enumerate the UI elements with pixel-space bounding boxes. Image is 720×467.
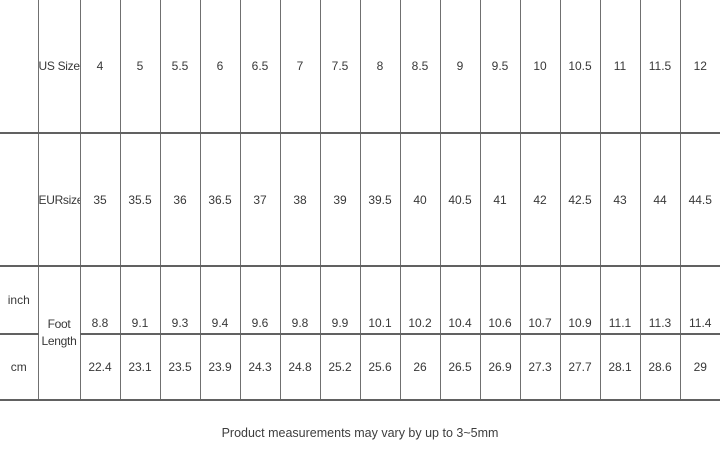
us-size-row: US Size 4 5 5.5 6 6.5 7 7.5 8 8.5 9 9.5 … [0,0,720,134]
inch-value-cell: 10.4 [440,266,481,335]
us-size-value-cell: 5.5 [160,0,201,134]
inch-value-cell: 10.2 [400,266,441,335]
cm-value-cell: 27.7 [560,334,601,401]
cm-value-cell: 26 [400,334,441,401]
eur-size-value-cell: 44 [640,133,681,267]
inch-value-cell: 11.3 [640,266,681,335]
cm-value-cell: 24.3 [240,334,281,401]
us-size-value-cell: 7.5 [320,0,361,134]
foot-length-label: Foot Length [38,266,81,401]
eur-size-row: EURsize 35 35.5 36 36.5 37 38 39 39.5 40… [0,133,720,267]
us-size-value-cell: 7 [280,0,321,134]
us-size-value-cell: 9 [440,0,481,134]
eur-size-value-cell: 41 [480,133,521,267]
measurement-tolerance-note: Product measurements may vary by up to 3… [221,426,499,440]
inch-value-cell: 10.9 [560,266,601,335]
us-size-value-cell: 6 [200,0,241,134]
cm-value-cell: 24.8 [280,334,321,401]
eur-size-value-cell: 35 [80,133,121,267]
corner-blank-cell [0,133,39,267]
eur-size-value-cell: 39 [320,133,361,267]
eur-size-value-cell: 35.5 [120,133,161,267]
corner-blank-cell [0,0,39,134]
us-size-value-cell: 5 [120,0,161,134]
eur-size-row-label: EURsize [38,133,81,267]
us-size-value-cell: 8 [360,0,401,134]
cm-value-cell: 27.3 [520,334,561,401]
cm-value-cell: 23.9 [200,334,241,401]
foot-length-inch-row: inch Foot Length 8.8 9.1 9.3 9.4 9.6 9.8… [0,266,720,401]
cm-value-cell: 28.1 [600,334,641,401]
inch-value-cell: 11.4 [680,266,720,335]
us-size-value-cell: 12 [680,0,720,134]
inch-value-cell: 9.1 [120,266,161,335]
inch-value-cell: 9.9 [320,266,361,335]
us-size-value-cell: 8.5 [400,0,441,134]
us-size-value-cell: 9.5 [480,0,521,134]
eur-size-value-cell: 36.5 [200,133,241,267]
foot-length-cm-row: cm 22.4 23.1 23.5 23.9 24.3 24.8 25.2 25… [0,334,720,401]
us-size-row-label: US Size [38,0,81,134]
inch-unit-label: inch [0,266,39,335]
eur-size-value-cell: 42.5 [560,133,601,267]
inch-value-cell: 10.6 [480,266,521,335]
inch-value-cell: 9.4 [200,266,241,335]
cm-value-cell: 25.6 [360,334,401,401]
eur-size-value-cell: 39.5 [360,133,401,267]
cm-value-cell: 26.5 [440,334,481,401]
cm-value-cell: 23.1 [120,334,161,401]
eur-size-value-cell: 40 [400,133,441,267]
inch-value-cell: 10.7 [520,266,561,335]
cm-value-cell: 28.6 [640,334,681,401]
cm-value-cell: 22.4 [80,334,121,401]
eur-size-value-cell: 43 [600,133,641,267]
eur-size-value-cell: 36 [160,133,201,267]
eur-size-value-cell: 44.5 [680,133,720,267]
cm-value-cell: 29 [680,334,720,401]
eur-size-value-cell: 40.5 [440,133,481,267]
us-size-value-cell: 11 [600,0,641,134]
cm-value-cell: 23.5 [160,334,201,401]
inch-value-cell: 9.8 [280,266,321,335]
cm-value-cell: 25.2 [320,334,361,401]
inch-value-cell: 8.8 [80,266,121,335]
inch-value-cell: 9.6 [240,266,281,335]
us-size-value-cell: 10.5 [560,0,601,134]
us-size-value-cell: 4 [80,0,121,134]
eur-size-value-cell: 38 [280,133,321,267]
us-size-value-cell: 11.5 [640,0,681,134]
eur-size-value-cell: 37 [240,133,281,267]
inch-value-cell: 9.3 [160,266,201,335]
cm-unit-label: cm [0,334,39,401]
us-size-value-cell: 6.5 [240,0,281,134]
inch-value-cell: 11.1 [600,266,641,335]
us-size-value-cell: 10 [520,0,561,134]
eur-size-value-cell: 42 [520,133,561,267]
size-chart-table: US Size 4 5 5.5 6 6.5 7 7.5 8 8.5 9 9.5 … [0,0,720,401]
cm-value-cell: 26.9 [480,334,521,401]
inch-value-cell: 10.1 [360,266,401,335]
